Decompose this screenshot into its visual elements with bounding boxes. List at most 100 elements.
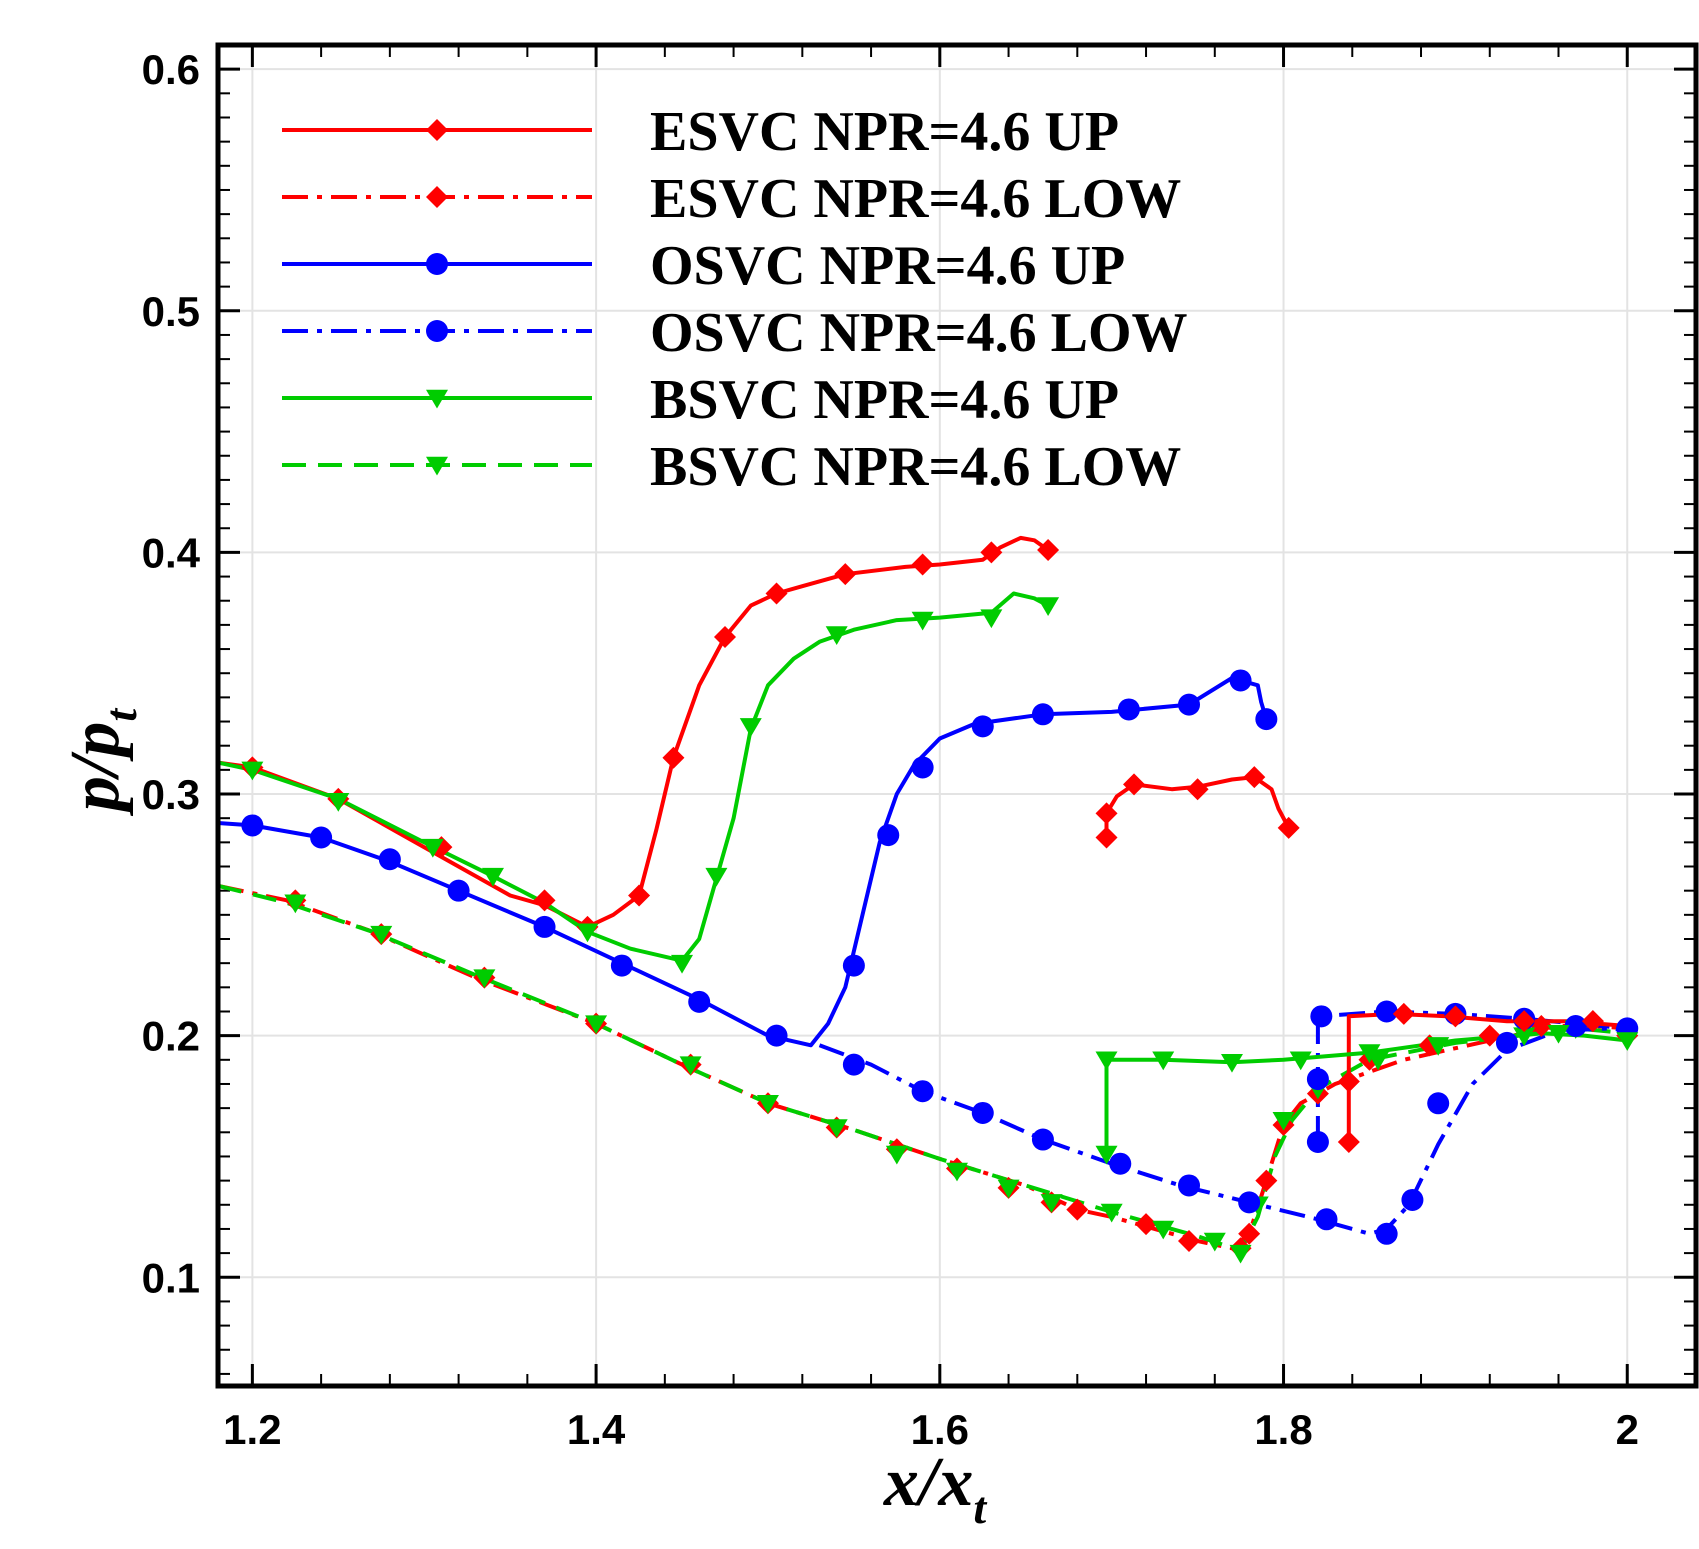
x-axis-title-main: x/x	[883, 1444, 973, 1521]
series-3-marker	[533, 915, 556, 938]
series-4-marker	[971, 1101, 994, 1124]
series-4-marker	[1109, 1152, 1132, 1175]
series-5-marker	[1095, 1051, 1118, 1071]
series-5-marker	[1095, 1145, 1118, 1165]
series-6-marker	[679, 1056, 702, 1076]
series-6-marker	[1272, 1111, 1295, 1131]
series-6-marker	[1100, 1203, 1123, 1223]
x-axis-title-sub: t	[973, 1482, 987, 1533]
x-tick-label: 1.2	[223, 1406, 281, 1453]
y-tick-label: 0.6	[142, 46, 200, 93]
series-6-marker	[370, 925, 393, 945]
series-6-marker	[1203, 1232, 1226, 1252]
series-4-marker	[1375, 1222, 1398, 1245]
series-3-marker	[1031, 703, 1054, 726]
y-tick-label: 0.5	[142, 288, 200, 335]
series-4-marker	[1564, 1014, 1587, 1037]
series-1-marker	[1186, 778, 1209, 801]
series-4-marker	[1315, 1208, 1338, 1231]
series-5-marker	[1220, 1053, 1243, 1073]
series-5-marker	[980, 609, 1003, 629]
series-1-marker	[834, 563, 857, 586]
series-4-marker	[1375, 1000, 1398, 1023]
series-1-marker	[1337, 1130, 1360, 1153]
series-5-marker	[576, 923, 599, 943]
legend-label-4: OSVC NPR=4.6 LOW	[650, 302, 1188, 364]
series-1-marker	[1095, 826, 1118, 849]
y-axis-title: p/pt	[57, 708, 146, 816]
series-6-marker	[1040, 1194, 1063, 1213]
series-3-marker	[1178, 693, 1201, 716]
series-5-marker	[481, 867, 504, 887]
x-tick-label: 1.4	[567, 1406, 626, 1453]
series-5-marker	[241, 761, 264, 781]
series-4-marker	[911, 1080, 934, 1103]
series-6-marker	[1152, 1220, 1175, 1240]
y-tick-label: 0.3	[142, 771, 200, 818]
series-2-marker	[1255, 1169, 1278, 1192]
x-axis-title: x/xt	[883, 1444, 987, 1533]
series-6-marker	[997, 1179, 1020, 1199]
major-ticks	[218, 45, 1696, 1386]
series-2-marker	[1478, 1024, 1501, 1047]
series-1-marker	[980, 541, 1003, 564]
series-3-marker	[1229, 669, 1252, 692]
y-axis-title-main: p/p	[57, 722, 134, 816]
series-1-marker	[628, 884, 651, 907]
series-1-marker	[1277, 816, 1300, 839]
y-axis-title-sub: t	[95, 708, 146, 722]
series-1-marker	[1123, 773, 1146, 796]
series-5-marker	[1616, 1032, 1639, 1051]
series-3-marker	[378, 848, 401, 871]
series-1-marker	[1243, 766, 1266, 789]
series-4-marker	[1178, 1174, 1201, 1197]
y-tick-label: 0.4	[142, 529, 201, 576]
series-1-marker	[662, 746, 685, 769]
series-6-marker	[473, 969, 496, 989]
series-2-marker	[1135, 1213, 1158, 1236]
series-6-marker	[946, 1162, 968, 1182]
x-tick-label: 1.8	[1254, 1406, 1312, 1453]
series-2-marker	[1178, 1230, 1201, 1253]
series-2-marker	[1530, 1014, 1553, 1037]
series-5-marker	[911, 611, 934, 631]
series-4-marker	[1427, 1092, 1450, 1115]
tick-labels: 1.2 1.4 1.6 1.8 2 0.1 0.2 0.3 0.4 0.5 0.6	[142, 46, 1639, 1453]
legend-label-1: ESVC NPR=4.6 UP	[650, 101, 1119, 163]
series-6-marker	[1427, 1037, 1450, 1056]
legend-marker-4	[426, 320, 448, 342]
series-1-marker	[1392, 1002, 1415, 1025]
series-3-marker	[310, 826, 333, 849]
series-1-marker	[1581, 1010, 1604, 1033]
legend-marker-5	[426, 389, 448, 409]
legend-label-3: OSVC NPR=4.6 UP	[650, 235, 1125, 297]
series-6-line	[217, 883, 1628, 1253]
legend-label-5: BSVC NPR=4.6 UP	[650, 369, 1119, 431]
series-3-marker	[765, 1024, 788, 1047]
series-4-marker	[1310, 1005, 1333, 1028]
series-5-marker	[1547, 1024, 1570, 1044]
series-3-marker	[842, 954, 865, 977]
legend-marker-3	[426, 253, 448, 275]
series-1-marker	[1513, 1010, 1536, 1033]
legend-label-6: BSVC NPR=4.6 LOW	[650, 436, 1181, 498]
series-6-marker	[585, 1015, 608, 1035]
x-tick-label: 2	[1616, 1406, 1639, 1453]
grid-lines	[218, 45, 1696, 1386]
legend-label-2: ESVC NPR=4.6 LOW	[650, 168, 1181, 230]
x-tick-label: 1.6	[911, 1406, 969, 1453]
y-tick-label: 0.2	[142, 1013, 200, 1060]
series-6-marker	[885, 1145, 908, 1165]
legend-marker-6	[426, 456, 448, 476]
series-5-marker	[1358, 1044, 1381, 1064]
series-1-marker	[1444, 1005, 1467, 1028]
series-5-line	[217, 591, 1050, 963]
series-5-marker	[825, 626, 848, 646]
series-2-marker	[1066, 1198, 1089, 1221]
series-4-marker	[1306, 1130, 1329, 1153]
legend-marker-2	[426, 186, 448, 208]
series-5-marker	[1289, 1051, 1312, 1071]
